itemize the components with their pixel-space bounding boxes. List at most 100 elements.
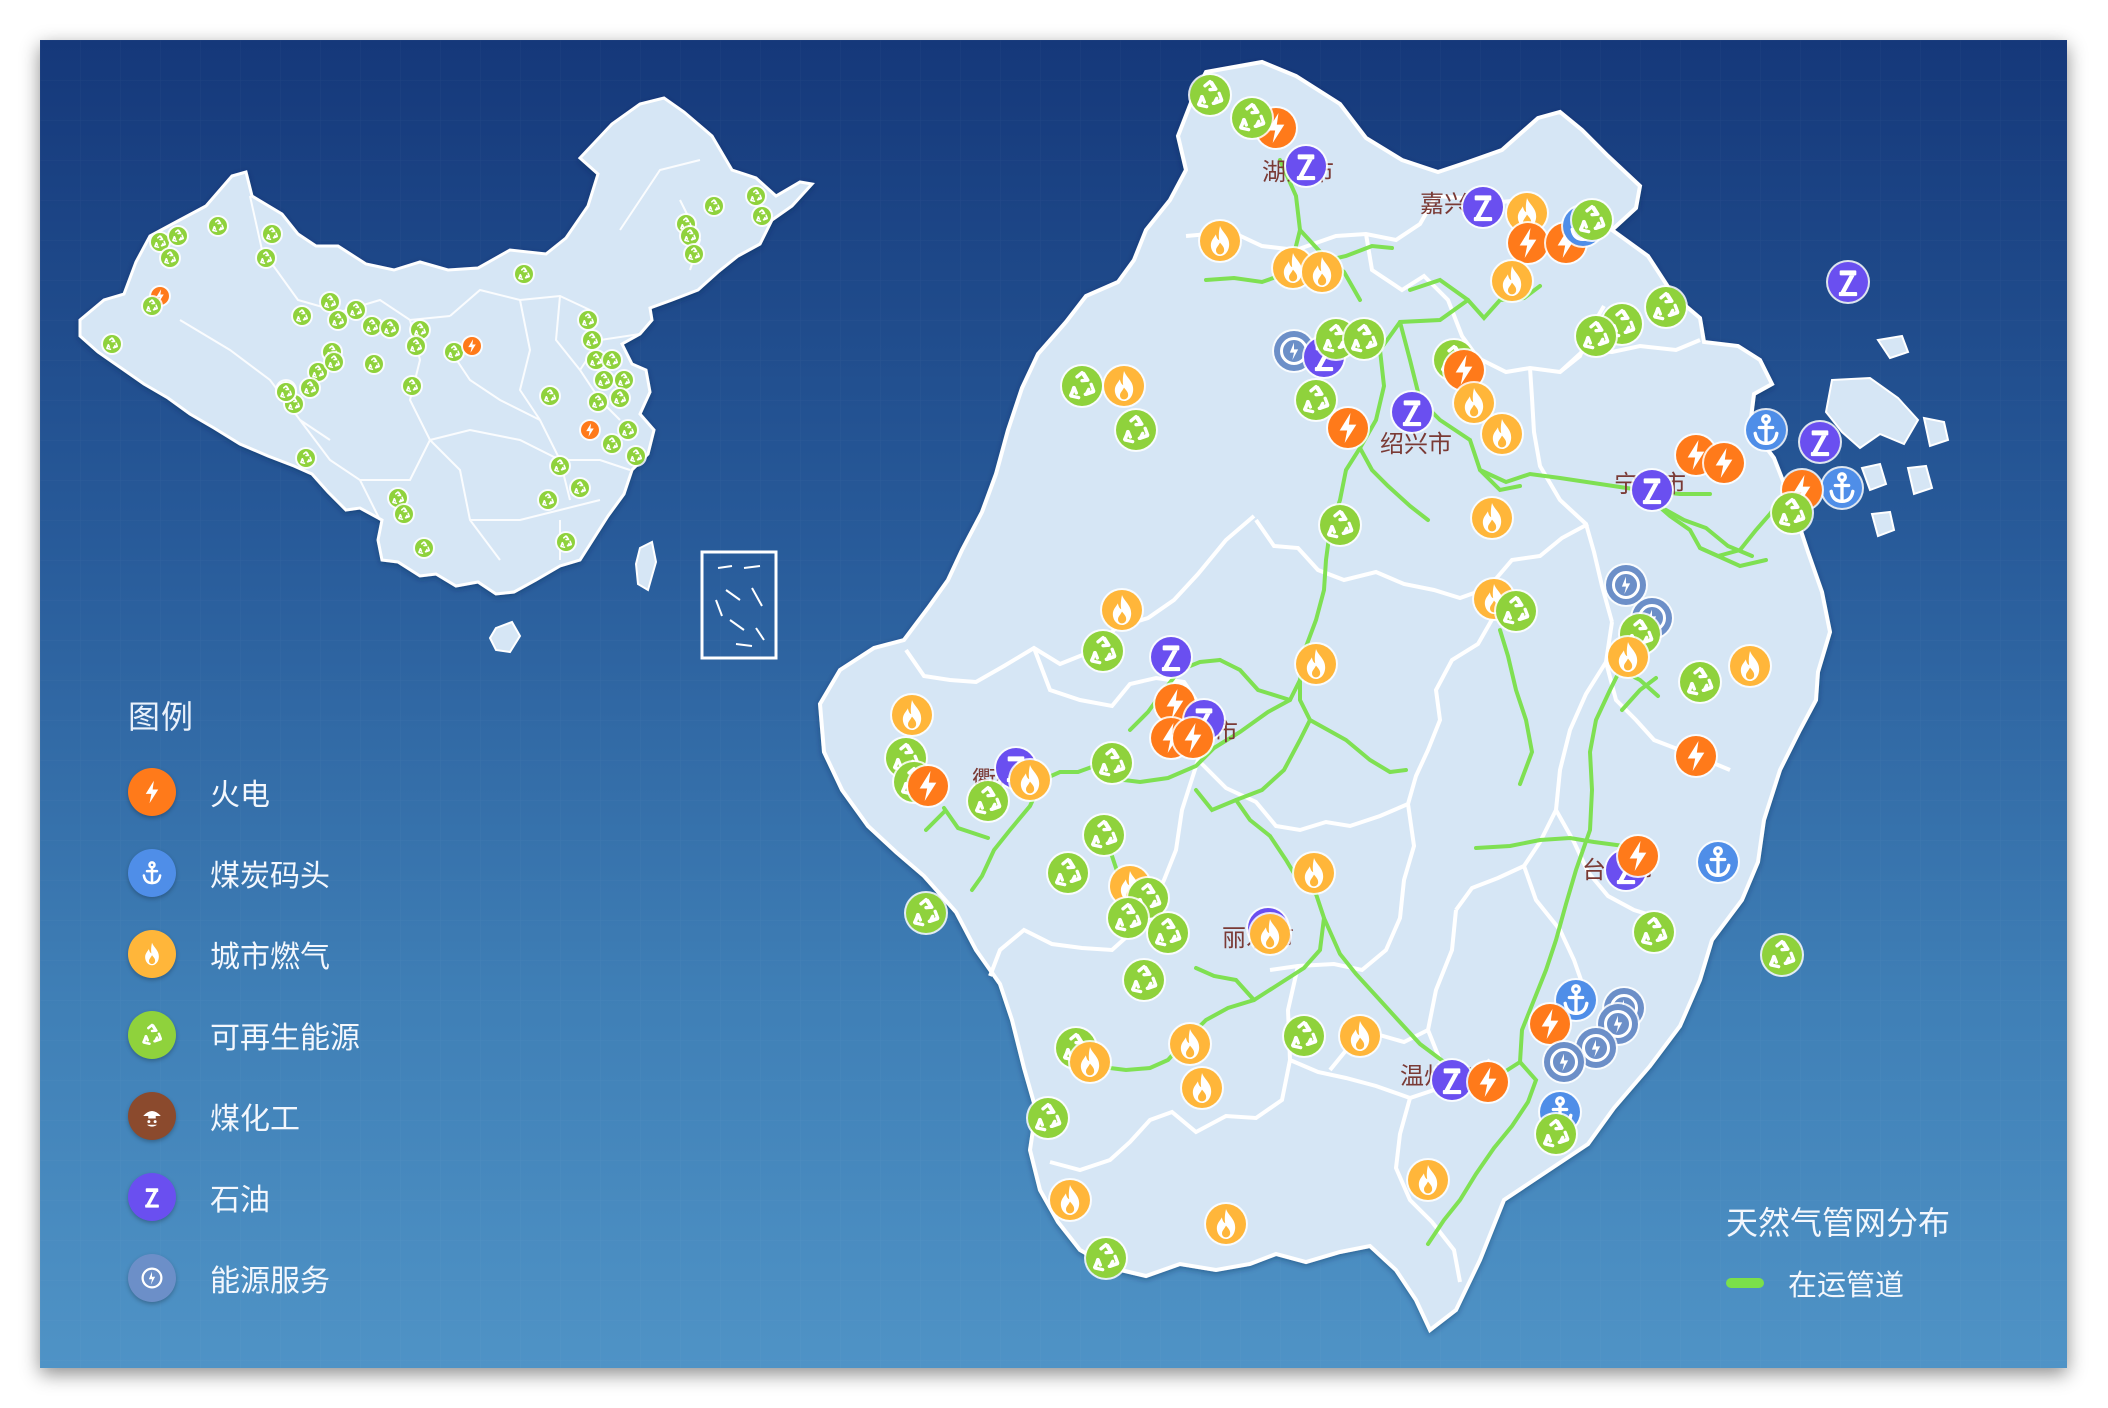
renewable-marker[interactable] xyxy=(587,391,609,413)
renewable-marker[interactable] xyxy=(1494,589,1538,633)
renewable-marker[interactable] xyxy=(1026,1096,1070,1140)
city-gas-marker[interactable] xyxy=(1168,1022,1212,1066)
thermal-power-marker[interactable] xyxy=(1442,348,1486,392)
renewable-marker[interactable] xyxy=(379,317,401,339)
renewable-marker[interactable] xyxy=(405,335,427,357)
renewable-marker[interactable] xyxy=(593,369,615,391)
city-gas-marker[interactable] xyxy=(1294,642,1338,686)
renewable-marker[interactable] xyxy=(577,309,599,331)
city-gas-marker[interactable] xyxy=(1300,250,1344,294)
thermal-power-marker[interactable] xyxy=(1528,1002,1572,1046)
renewable-marker[interactable] xyxy=(1090,741,1134,785)
thermal-power-marker[interactable] xyxy=(149,285,171,307)
thermal-power-marker[interactable] xyxy=(1616,834,1660,878)
city-gas-marker[interactable] xyxy=(1728,644,1772,688)
oil-marker[interactable] xyxy=(1284,144,1328,188)
renewable-marker[interactable] xyxy=(361,315,383,337)
thermal-power-marker[interactable] xyxy=(1466,1060,1510,1104)
coal-terminal-marker[interactable] xyxy=(1820,466,1864,510)
renewable-marker[interactable] xyxy=(966,779,1010,823)
renewable-marker[interactable] xyxy=(1122,958,1166,1002)
thermal-power-marker[interactable] xyxy=(906,764,950,808)
renewable-marker[interactable] xyxy=(1046,851,1090,895)
renewable-marker[interactable] xyxy=(323,351,345,373)
city-gas-marker[interactable] xyxy=(1248,912,1292,956)
renewable-marker[interactable] xyxy=(1570,198,1614,242)
renewable-marker[interactable] xyxy=(1632,910,1676,954)
renewable-marker[interactable] xyxy=(1084,1236,1128,1280)
renewable-marker[interactable] xyxy=(1770,491,1814,535)
renewable-marker[interactable] xyxy=(413,537,435,559)
renewable-marker[interactable] xyxy=(1294,378,1338,422)
city-gas-marker[interactable] xyxy=(1490,259,1534,303)
renewable-marker[interactable] xyxy=(295,447,317,469)
renewable-marker[interactable] xyxy=(319,291,341,313)
city-gas-marker[interactable] xyxy=(1292,851,1336,895)
renewable-marker[interactable] xyxy=(585,349,607,371)
renewable-marker[interactable] xyxy=(101,333,123,355)
thermal-power-marker[interactable] xyxy=(1506,221,1550,265)
oil-marker[interactable] xyxy=(1798,420,1842,464)
city-gas-marker[interactable] xyxy=(1472,577,1516,621)
renewable-marker[interactable] xyxy=(1760,933,1804,977)
renewable-marker[interactable] xyxy=(159,247,181,269)
renewable-marker[interactable] xyxy=(1114,408,1158,452)
renewable-marker[interactable] xyxy=(683,243,705,265)
renewable-marker[interactable] xyxy=(549,455,571,477)
renewable-marker[interactable] xyxy=(904,891,948,935)
thermal-power-marker[interactable] xyxy=(1171,716,1215,760)
renewable-marker[interactable] xyxy=(617,419,639,441)
renewable-marker[interactable] xyxy=(401,375,423,397)
renewable-marker[interactable] xyxy=(1146,911,1190,955)
oil-marker[interactable] xyxy=(1430,1058,1474,1102)
city-gas-marker[interactable] xyxy=(1338,1014,1382,1058)
renewable-marker[interactable] xyxy=(581,329,603,351)
city-gas-marker[interactable] xyxy=(1470,496,1514,540)
city-gas-marker[interactable] xyxy=(1406,1158,1450,1202)
renewable-marker[interactable] xyxy=(569,477,591,499)
oil-marker[interactable] xyxy=(1630,468,1674,512)
renewable-marker[interactable] xyxy=(167,225,189,247)
city-gas-marker[interactable] xyxy=(1180,1066,1224,1110)
renewable-marker[interactable] xyxy=(393,503,415,525)
energy-service-marker[interactable] xyxy=(1574,1026,1618,1070)
renewable-marker[interactable] xyxy=(291,305,313,327)
renewable-marker[interactable] xyxy=(1082,813,1126,857)
thermal-power-marker[interactable] xyxy=(1674,734,1718,778)
energy-service-marker[interactable] xyxy=(1542,1040,1586,1084)
renewable-marker[interactable] xyxy=(601,349,623,371)
city-gas-marker[interactable] xyxy=(1204,1202,1248,1246)
city-gas-marker[interactable] xyxy=(1008,758,1052,802)
renewable-marker[interactable] xyxy=(1678,660,1722,704)
renewable-marker[interactable] xyxy=(299,377,321,399)
renewable-marker[interactable] xyxy=(679,225,701,247)
coal-terminal-marker[interactable] xyxy=(1696,840,1740,884)
renewable-marker[interactable] xyxy=(539,385,561,407)
renewable-marker[interactable] xyxy=(1342,317,1386,361)
city-gas-marker[interactable] xyxy=(1068,1040,1112,1084)
renewable-marker[interactable] xyxy=(261,223,283,245)
renewable-marker[interactable] xyxy=(207,215,229,237)
renewable-marker[interactable] xyxy=(1106,896,1150,940)
oil-marker[interactable] xyxy=(1390,390,1434,434)
renewable-marker[interactable] xyxy=(613,369,635,391)
oil-marker[interactable] xyxy=(1461,185,1505,229)
city-gas-marker[interactable] xyxy=(1100,588,1144,632)
coal-terminal-marker[interactable] xyxy=(1744,408,1788,452)
oil-marker[interactable] xyxy=(1826,260,1870,304)
renewable-marker[interactable] xyxy=(141,295,163,317)
city-gas-marker[interactable] xyxy=(1102,364,1146,408)
thermal-power-marker[interactable] xyxy=(1702,441,1746,485)
renewable-marker[interactable] xyxy=(1282,1014,1326,1058)
renewable-marker[interactable] xyxy=(275,381,297,403)
renewable-marker[interactable] xyxy=(149,231,171,253)
renewable-marker[interactable] xyxy=(601,433,623,455)
renewable-marker[interactable] xyxy=(1188,73,1232,117)
renewable-marker[interactable] xyxy=(1230,96,1274,140)
city-gas-marker[interactable] xyxy=(1198,219,1242,263)
renewable-marker[interactable] xyxy=(363,353,385,375)
city-gas-marker[interactable] xyxy=(890,693,934,737)
renewable-marker[interactable] xyxy=(1318,503,1362,547)
city-gas-marker[interactable] xyxy=(1048,1178,1092,1222)
energy-service-marker[interactable] xyxy=(1604,563,1648,607)
